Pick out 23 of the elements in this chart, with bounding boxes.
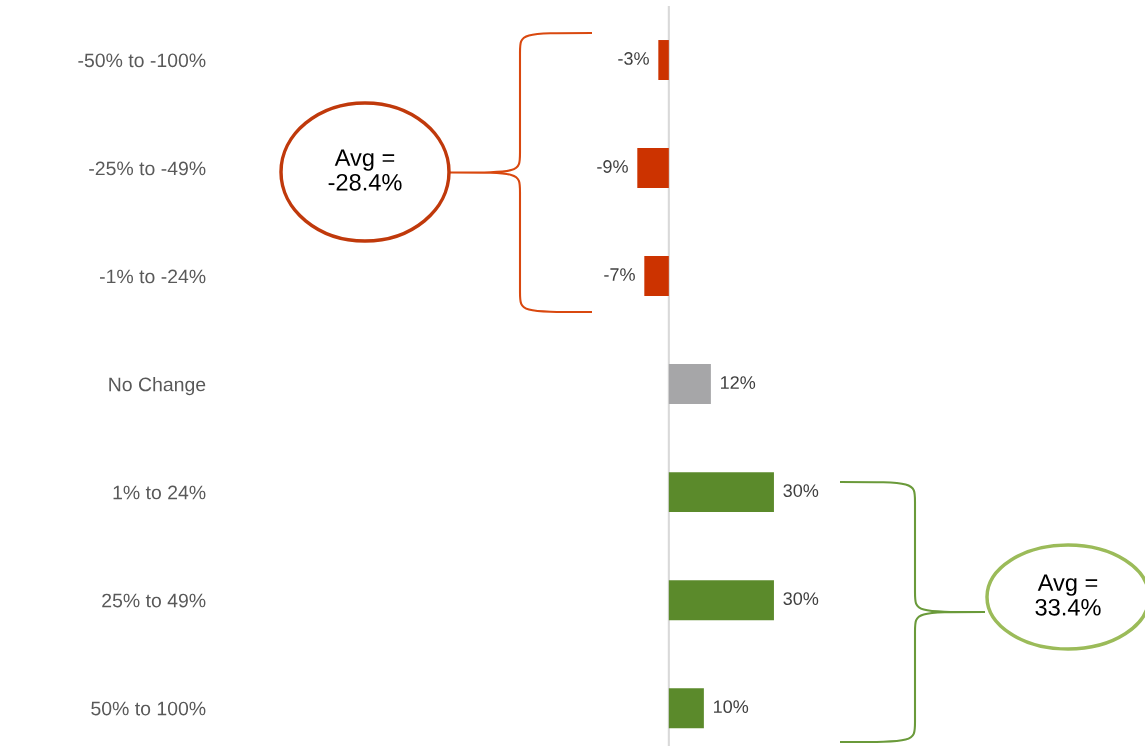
text: Avg = -28.4% bbox=[328, 149, 402, 191]
bar bbox=[668, 580, 774, 621]
y-tick-label: -25% to -49% bbox=[89, 161, 206, 176]
y-tick-label: -50% to -100% bbox=[78, 53, 206, 68]
data-label: -9% bbox=[597, 160, 628, 173]
bar bbox=[637, 148, 669, 189]
y-tick-label: No Change bbox=[109, 377, 206, 396]
y-tick-label: 50% to 100% bbox=[91, 701, 206, 716]
bar bbox=[668, 688, 704, 729]
data-label: -3% bbox=[618, 52, 649, 65]
data-label: 12% bbox=[721, 376, 756, 389]
bar bbox=[668, 472, 774, 513]
y-tick-label: 1% to 24% bbox=[113, 485, 206, 500]
data-label: 10% bbox=[714, 700, 749, 714]
data-label: 30% bbox=[783, 484, 819, 497]
y-tick-label: 25% to 49% bbox=[102, 593, 206, 608]
data-label: 30% bbox=[783, 592, 819, 606]
bar bbox=[668, 364, 711, 405]
bar bbox=[658, 40, 669, 80]
data-label: -7% bbox=[604, 268, 635, 281]
y-tick-label: -1% to -24% bbox=[99, 269, 206, 284]
bar bbox=[644, 256, 669, 297]
text: Avg = 33.4% bbox=[1035, 574, 1101, 616]
